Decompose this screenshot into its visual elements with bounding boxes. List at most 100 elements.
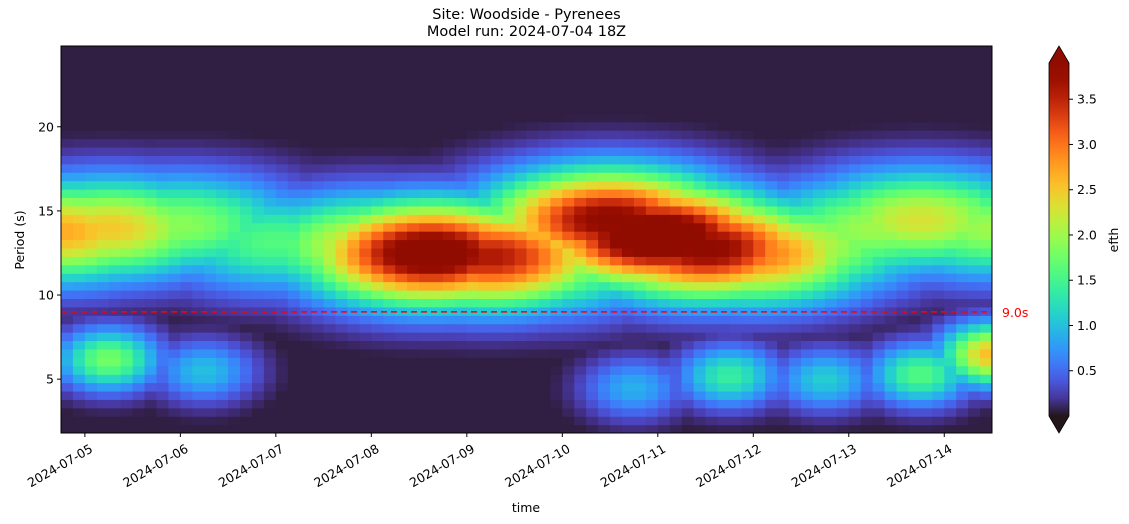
heatmap-cell	[419, 222, 432, 232]
heatmap-cell	[908, 231, 921, 241]
heatmap-cell	[669, 416, 683, 426]
heatmap-cell	[884, 104, 898, 114]
heatmap-cell	[371, 306, 384, 316]
heatmap-cell	[705, 96, 719, 106]
heatmap-cell	[478, 273, 492, 283]
heatmap-cell	[789, 323, 802, 333]
heatmap-cell	[765, 323, 778, 333]
heatmap-cell	[526, 155, 540, 165]
heatmap-cell	[765, 54, 778, 64]
heatmap-cell	[431, 239, 444, 249]
heatmap-cell	[896, 374, 910, 384]
heatmap-cell	[347, 298, 360, 308]
heatmap-cell	[598, 205, 611, 215]
heatmap-cell	[598, 96, 611, 106]
heatmap-cell	[693, 357, 707, 367]
heatmap-cell	[156, 172, 170, 182]
heatmap-cell	[824, 340, 838, 350]
heatmap-cell	[383, 416, 396, 426]
heatmap-cell	[968, 390, 981, 400]
heatmap-cell	[502, 399, 516, 409]
heatmap-cell	[598, 121, 611, 131]
heatmap-cell	[442, 298, 456, 308]
heatmap-cell	[335, 273, 349, 283]
heatmap-cell	[884, 146, 898, 156]
heatmap-cell	[610, 79, 623, 89]
heatmap-cell	[836, 365, 850, 375]
heatmap-cell	[729, 214, 742, 224]
heatmap-cell	[287, 399, 301, 409]
heatmap-cell	[359, 121, 372, 131]
heatmap-cell	[657, 71, 671, 81]
heatmap-cell	[514, 374, 528, 384]
heatmap-cell	[502, 46, 516, 56]
heatmap-cell	[550, 340, 563, 350]
heatmap-cell	[944, 138, 957, 148]
heatmap-cell	[263, 189, 277, 199]
heatmap-cell	[980, 323, 992, 333]
heatmap-cell	[968, 365, 981, 375]
heatmap-cell	[466, 247, 480, 257]
heatmap-cell	[526, 96, 540, 106]
heatmap-cell	[454, 298, 468, 308]
heatmap-cell	[872, 424, 886, 433]
heatmap-cell	[729, 399, 742, 409]
heatmap-cell	[287, 62, 301, 72]
heatmap-cell	[848, 357, 862, 367]
heatmap-cell	[574, 340, 587, 350]
heatmap-cell	[908, 273, 921, 283]
heatmap-cell	[180, 416, 193, 426]
heatmap-cell	[574, 121, 587, 131]
heatmap-cell	[120, 214, 134, 224]
heatmap-cell	[299, 247, 313, 257]
heatmap-cell	[836, 273, 850, 283]
heatmap-cell	[980, 79, 992, 89]
heatmap-cell	[72, 96, 86, 106]
heatmap-cell	[275, 340, 289, 350]
heatmap-cell	[872, 273, 886, 283]
heatmap-cell	[693, 264, 707, 274]
heatmap-cell	[442, 416, 456, 426]
heatmap-cell	[84, 315, 98, 325]
heatmap-cell	[586, 281, 599, 291]
heatmap-cell	[765, 214, 778, 224]
heatmap-cell	[932, 222, 945, 232]
heatmap-cell	[944, 121, 957, 131]
heatmap-cell	[359, 180, 372, 190]
heatmap-cell	[789, 348, 802, 358]
heatmap-cell	[753, 172, 766, 182]
heatmap-cell	[836, 424, 850, 433]
heatmap-cell	[466, 273, 480, 283]
heatmap-cell	[812, 374, 826, 384]
heatmap-cell	[538, 289, 551, 299]
heatmap-cell	[598, 323, 611, 333]
heatmap-cell	[812, 113, 826, 123]
heatmap-cell	[633, 113, 647, 123]
heatmap-cell	[789, 155, 802, 165]
heatmap-cell	[240, 273, 253, 283]
heatmap-cell	[538, 197, 551, 207]
heatmap-cell	[72, 54, 86, 64]
heatmap-cell	[610, 365, 623, 375]
heatmap-cell	[371, 382, 384, 392]
heatmap-cell	[442, 138, 456, 148]
heatmap-cell	[156, 289, 170, 299]
heatmap-cell	[299, 180, 313, 190]
heatmap-cell	[359, 348, 372, 358]
heatmap-cell	[287, 298, 301, 308]
heatmap-cell	[669, 407, 683, 417]
heatmap-cell	[347, 180, 360, 190]
heatmap-cell	[490, 365, 504, 375]
heatmap-cell	[108, 130, 122, 140]
heatmap-cell	[263, 71, 277, 81]
heatmap-cell	[860, 239, 874, 249]
heatmap-cell	[251, 54, 265, 64]
heatmap-cell	[968, 71, 981, 81]
heatmap-cell	[812, 382, 826, 392]
heatmap-cell	[848, 390, 862, 400]
heatmap-cell	[108, 172, 122, 182]
heatmap-cell	[132, 332, 146, 342]
heatmap-cell	[812, 146, 826, 156]
heatmap-cell	[514, 315, 528, 325]
heatmap-cell	[72, 197, 86, 207]
